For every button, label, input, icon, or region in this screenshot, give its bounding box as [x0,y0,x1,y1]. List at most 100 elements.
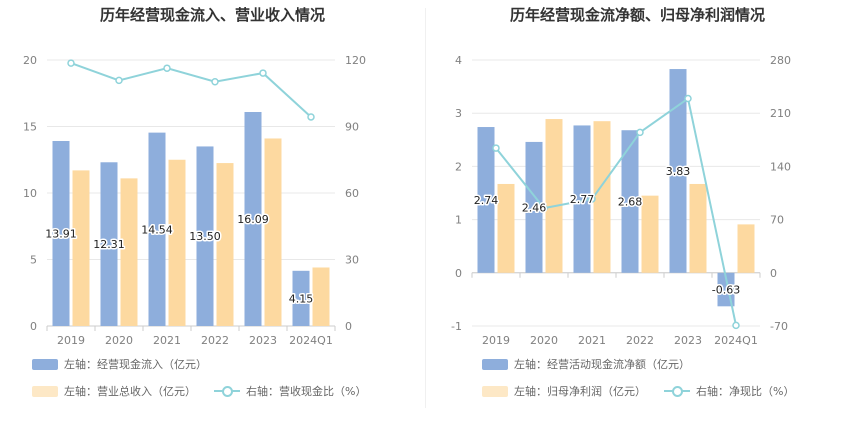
line-point [732,321,740,330]
legend-swatch-blue [32,358,58,370]
x-tick-label: 2024Q1 [289,334,333,345]
bar-primary [621,130,639,273]
bar-secondary [216,163,234,326]
chart-panel-net-cash: 历年经营现金流净额、归母净利润情况 -1 0 1 2 3 4 -70 0 70 140 210 280… [425,0,850,437]
y-left-tick-label: 3 [455,107,462,120]
legend-swatch-blue [482,358,508,370]
bar-primary [477,127,495,273]
legend-swatch-orange [32,385,58,397]
data-label: 14.54 [141,223,173,236]
y-left-tick-label: 1 [455,214,462,227]
legend-item-bar1[interactable]: 左轴：经营现金流入（亿元） [32,356,207,372]
legend-swatch-line-icon [214,385,240,397]
legend-item-line[interactable]: 右轴：营收现金比（%） [214,383,366,399]
series-line [495,96,737,326]
legend-label: 左轴：经营现金流入（亿元） [64,358,207,371]
y-right-tick-label: 140 [770,160,791,173]
bar-primary [669,69,687,273]
x-tick-label: 2019 [57,334,85,345]
legend-label: 左轴：营业总收入（亿元） [64,385,196,398]
bar-primary [148,132,166,326]
bar-secondary [593,121,611,273]
line-point [211,77,219,86]
y-left-tick-label: 0 [30,320,37,333]
y-right-tick-label: -70 [770,320,788,333]
chart-panel-cash-inflow: 历年经营现金流入、营业收入情况 0 5 10 15 20 0 30 60 90 120 2019 20… [23,6,384,399]
bar-secondary [689,183,707,273]
line-point [492,144,500,152]
y-left-tick-label: 5 [30,254,37,267]
line-point [259,69,267,77]
legend-row: 左轴：经营活动现金流净额（亿元） [482,356,708,372]
data-label: 2.68 [618,196,643,209]
legend-swatch-orange [482,385,508,397]
bar-secondary [72,170,90,326]
legend-row: 左轴：归母净利润（亿元） 右轴：净现比（%） [482,383,812,399]
bar-primary [573,125,591,273]
legend-row: 左轴：营业总收入（亿元） 右轴：营收现金比（%） [32,383,384,399]
y-right-tick-label: 70 [770,214,784,227]
bar-primary [196,146,214,326]
chart-title: 历年经营现金流净额、归母净利润情况 [509,6,765,24]
series-line [70,62,312,118]
y-right-tick-label: 0 [345,320,352,333]
y-right-tick-label: 280 [770,54,791,67]
legend-item-bar2[interactable]: 左轴：归母净利润（亿元） [482,383,646,399]
bar-primary [52,140,70,326]
data-label: 3.83 [666,165,691,178]
x-tick-label: 2020 [530,334,558,345]
line-point [67,59,75,67]
x-tick-label: 2021 [578,334,606,345]
bar-primary [525,141,543,273]
x-tick-label: 2023 [674,334,702,345]
y-right-tick-label: 0 [770,267,777,280]
chart-cash-inflow-revenue: 0 5 10 15 20 0 30 60 90 120 2019 2020 2021 2022 2023 20… [23,54,366,345]
legend-label: 右轴：净现比（%） [696,385,795,398]
x-tick-label: 2019 [482,334,510,345]
line-point [163,64,171,72]
y-left-tick-label: 2 [455,160,462,173]
line-point [115,76,123,85]
legend-item-line[interactable]: 右轴：净现比（%） [664,383,794,399]
bar-secondary [168,159,186,326]
y-left-tick-label: -1 [451,320,462,333]
y-right-tick-label: 90 [345,121,359,134]
bar-secondary [737,224,755,273]
line-point [588,195,596,203]
legend-label: 左轴：经营活动现金流净额（亿元） [514,358,690,371]
chart-net-cash-profit: -1 0 1 2 3 4 -70 0 70 140 210 280 2019 2020 2021 2022 20… [451,54,791,345]
bar-primary [244,112,262,327]
panel-divider [425,8,426,408]
bar-secondary [264,138,282,326]
line-point [636,128,644,137]
bar-secondary [641,195,659,273]
y-right-tick-label: 210 [770,107,791,120]
bar-secondary [497,183,515,273]
x-tick-label: 2021 [153,334,181,345]
data-label: 2.74 [474,194,499,207]
y-right-tick-label: 30 [345,254,359,267]
y-left-tick-label: 20 [23,54,37,67]
bar-primary [100,162,118,326]
data-label: 16.09 [237,213,269,226]
line-point [307,113,315,121]
legend-label: 右轴：营收现金比（%） [246,385,367,398]
legend-label: 左轴：归母净利润（亿元） [514,385,646,398]
chart-title: 历年经营现金流入、营业收入情况 [99,6,325,24]
y-left-tick-label: 4 [455,54,462,67]
x-tick-label: 2020 [105,334,133,345]
line-point [684,94,692,103]
data-label: 13.50 [189,230,221,243]
legend-swatch-line-icon [664,385,690,397]
bar-primary [292,270,310,326]
x-tick-label: 2023 [249,334,277,345]
y-left-tick-label: 0 [455,267,462,280]
data-label: 13.91 [45,227,77,240]
y-right-tick-label: 120 [345,54,366,67]
bar-secondary [545,119,563,273]
data-label: 2.77 [570,193,595,206]
x-tick-label: 2024Q1 [714,334,758,345]
legend-item-bar2[interactable]: 左轴：营业总收入（亿元） [32,383,196,399]
legend-item-bar1[interactable]: 左轴：经营活动现金流净额（亿元） [482,356,690,372]
data-label: 12.31 [93,238,125,251]
